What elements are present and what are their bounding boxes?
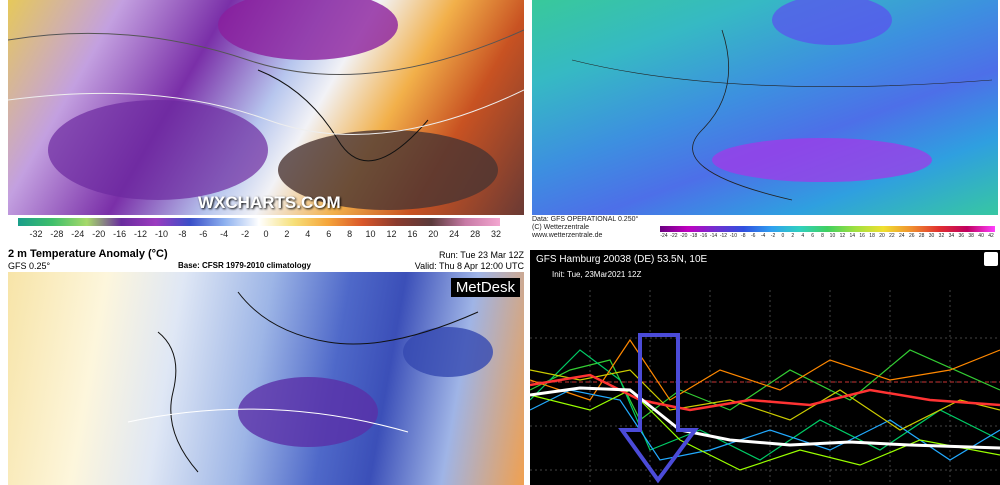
scale-label: 4 (801, 233, 805, 239)
base: Base: CFSR 1979-2010 climatology (178, 261, 311, 270)
scale-label: 10 (829, 233, 836, 239)
scale-label: 0 (781, 233, 785, 239)
menu-button[interactable] (984, 252, 998, 266)
scale-label: -6 (199, 229, 208, 239)
map-panel: MetDesk (8, 272, 524, 485)
title: 2 m Temperature Anomaly (°C) (8, 248, 168, 260)
scale-label: 10 (365, 229, 376, 239)
scale-label: 28 (470, 229, 481, 239)
title: GFS Hamburg 20038 (DE) 53.5N, 10E (536, 254, 708, 265)
scale-label: 14 (849, 233, 856, 239)
scale-label: -12 (719, 233, 728, 239)
ensemble-plot (530, 290, 1000, 485)
watermark: WXCHARTS.COM (198, 193, 341, 212)
color-scale (660, 226, 995, 232)
color-scale (18, 218, 500, 226)
scale-label: 0 (263, 229, 269, 239)
scale-labels: -32 -28 -24 -20 -16 -12 -10 -8 -6 -4 -2 0 2 4 6 8 10 12 16… (29, 229, 501, 241)
scale-label: 16 (859, 233, 865, 239)
map-overlay (571, 0, 993, 201)
init: Init: Tue, 23Mar2021 12Z (552, 270, 642, 279)
scale-label: 42 (988, 233, 994, 239)
scale-label: 26 (908, 233, 915, 239)
scale-label: -16 (700, 233, 708, 239)
url: www.wetterzentrale.de (532, 232, 603, 239)
data-source: Data: GFS OPERATIONAL 0.250° (532, 216, 639, 223)
scale-label: 18 (869, 233, 875, 239)
scale-label: 22 (889, 233, 895, 239)
scale-label: 4 (305, 229, 311, 239)
scale-label: -2 (241, 229, 250, 239)
scale-label: 20 (428, 229, 439, 239)
scale-label: 30 (928, 233, 935, 239)
scale-label: 24 (899, 233, 905, 239)
scale-label: 32 (938, 233, 945, 239)
scale-label: -22 (670, 233, 678, 239)
scale-label: -6 (750, 233, 756, 239)
scale-label: -4 (760, 233, 766, 239)
map-panel: WXCHARTS.COM (8, 0, 524, 215)
ensemble-panel: GFS Hamburg 20038 (DE) 53.5N, 10E Init: … (530, 250, 1000, 485)
logo: MetDesk (450, 278, 520, 297)
scale-label: -4 (220, 229, 229, 239)
scale-label: -24 (71, 229, 85, 239)
scale-label: -2 (770, 233, 776, 239)
scale-label: 6 (326, 229, 332, 239)
run: Run: Tue 23 Mar 12Z (438, 250, 524, 260)
map-panel (532, 0, 998, 215)
scale-label: 32 (490, 229, 502, 239)
scale-label: 8 (347, 229, 353, 239)
scale-label: -24 (660, 233, 668, 239)
scale-label: 12 (386, 229, 397, 239)
scale-label: -12 (134, 229, 148, 239)
scale-label: -16 (113, 229, 127, 239)
scale-label: -8 (178, 229, 187, 239)
scale-labels: -24 -22 -20 -18 -16 -14 -12 -10 -8 -6 -4 -2 0 2 4 6 8 10 1… (660, 233, 994, 241)
scale-label: -14 (709, 233, 718, 239)
scale-label: 6 (811, 233, 815, 239)
scale-label: 16 (407, 229, 418, 239)
scale-label: 2 (284, 229, 290, 239)
model: GFS 0.25° (8, 261, 51, 271)
scale-label: 20 (879, 233, 885, 239)
scale-label: -28 (50, 229, 64, 239)
scale-label: 28 (918, 233, 925, 239)
map-overlay (8, 0, 524, 210)
scale-label: 2 (791, 233, 795, 239)
map-overlay (127, 291, 493, 473)
scale-label: -32 (29, 229, 43, 239)
scale-label: 12 (839, 233, 846, 239)
scale-label: -10 (729, 233, 737, 239)
scale-label: -20 (92, 229, 106, 239)
copyright: (C) Wetterzentrale (532, 224, 590, 231)
scale-label: 24 (449, 229, 460, 239)
scale-label: -20 (680, 233, 688, 239)
scale-label: -10 (154, 229, 168, 239)
valid: Valid: Thu 8 Apr 12:00 UTC (414, 261, 524, 271)
scale-label: 38 (968, 233, 974, 239)
scale-label: 34 (948, 233, 955, 239)
scale-label: 8 (821, 233, 824, 239)
scale-label: 40 (978, 233, 984, 239)
scale-label: -8 (741, 233, 746, 239)
scale-label: 36 (958, 233, 965, 239)
scale-label: -18 (690, 233, 698, 239)
